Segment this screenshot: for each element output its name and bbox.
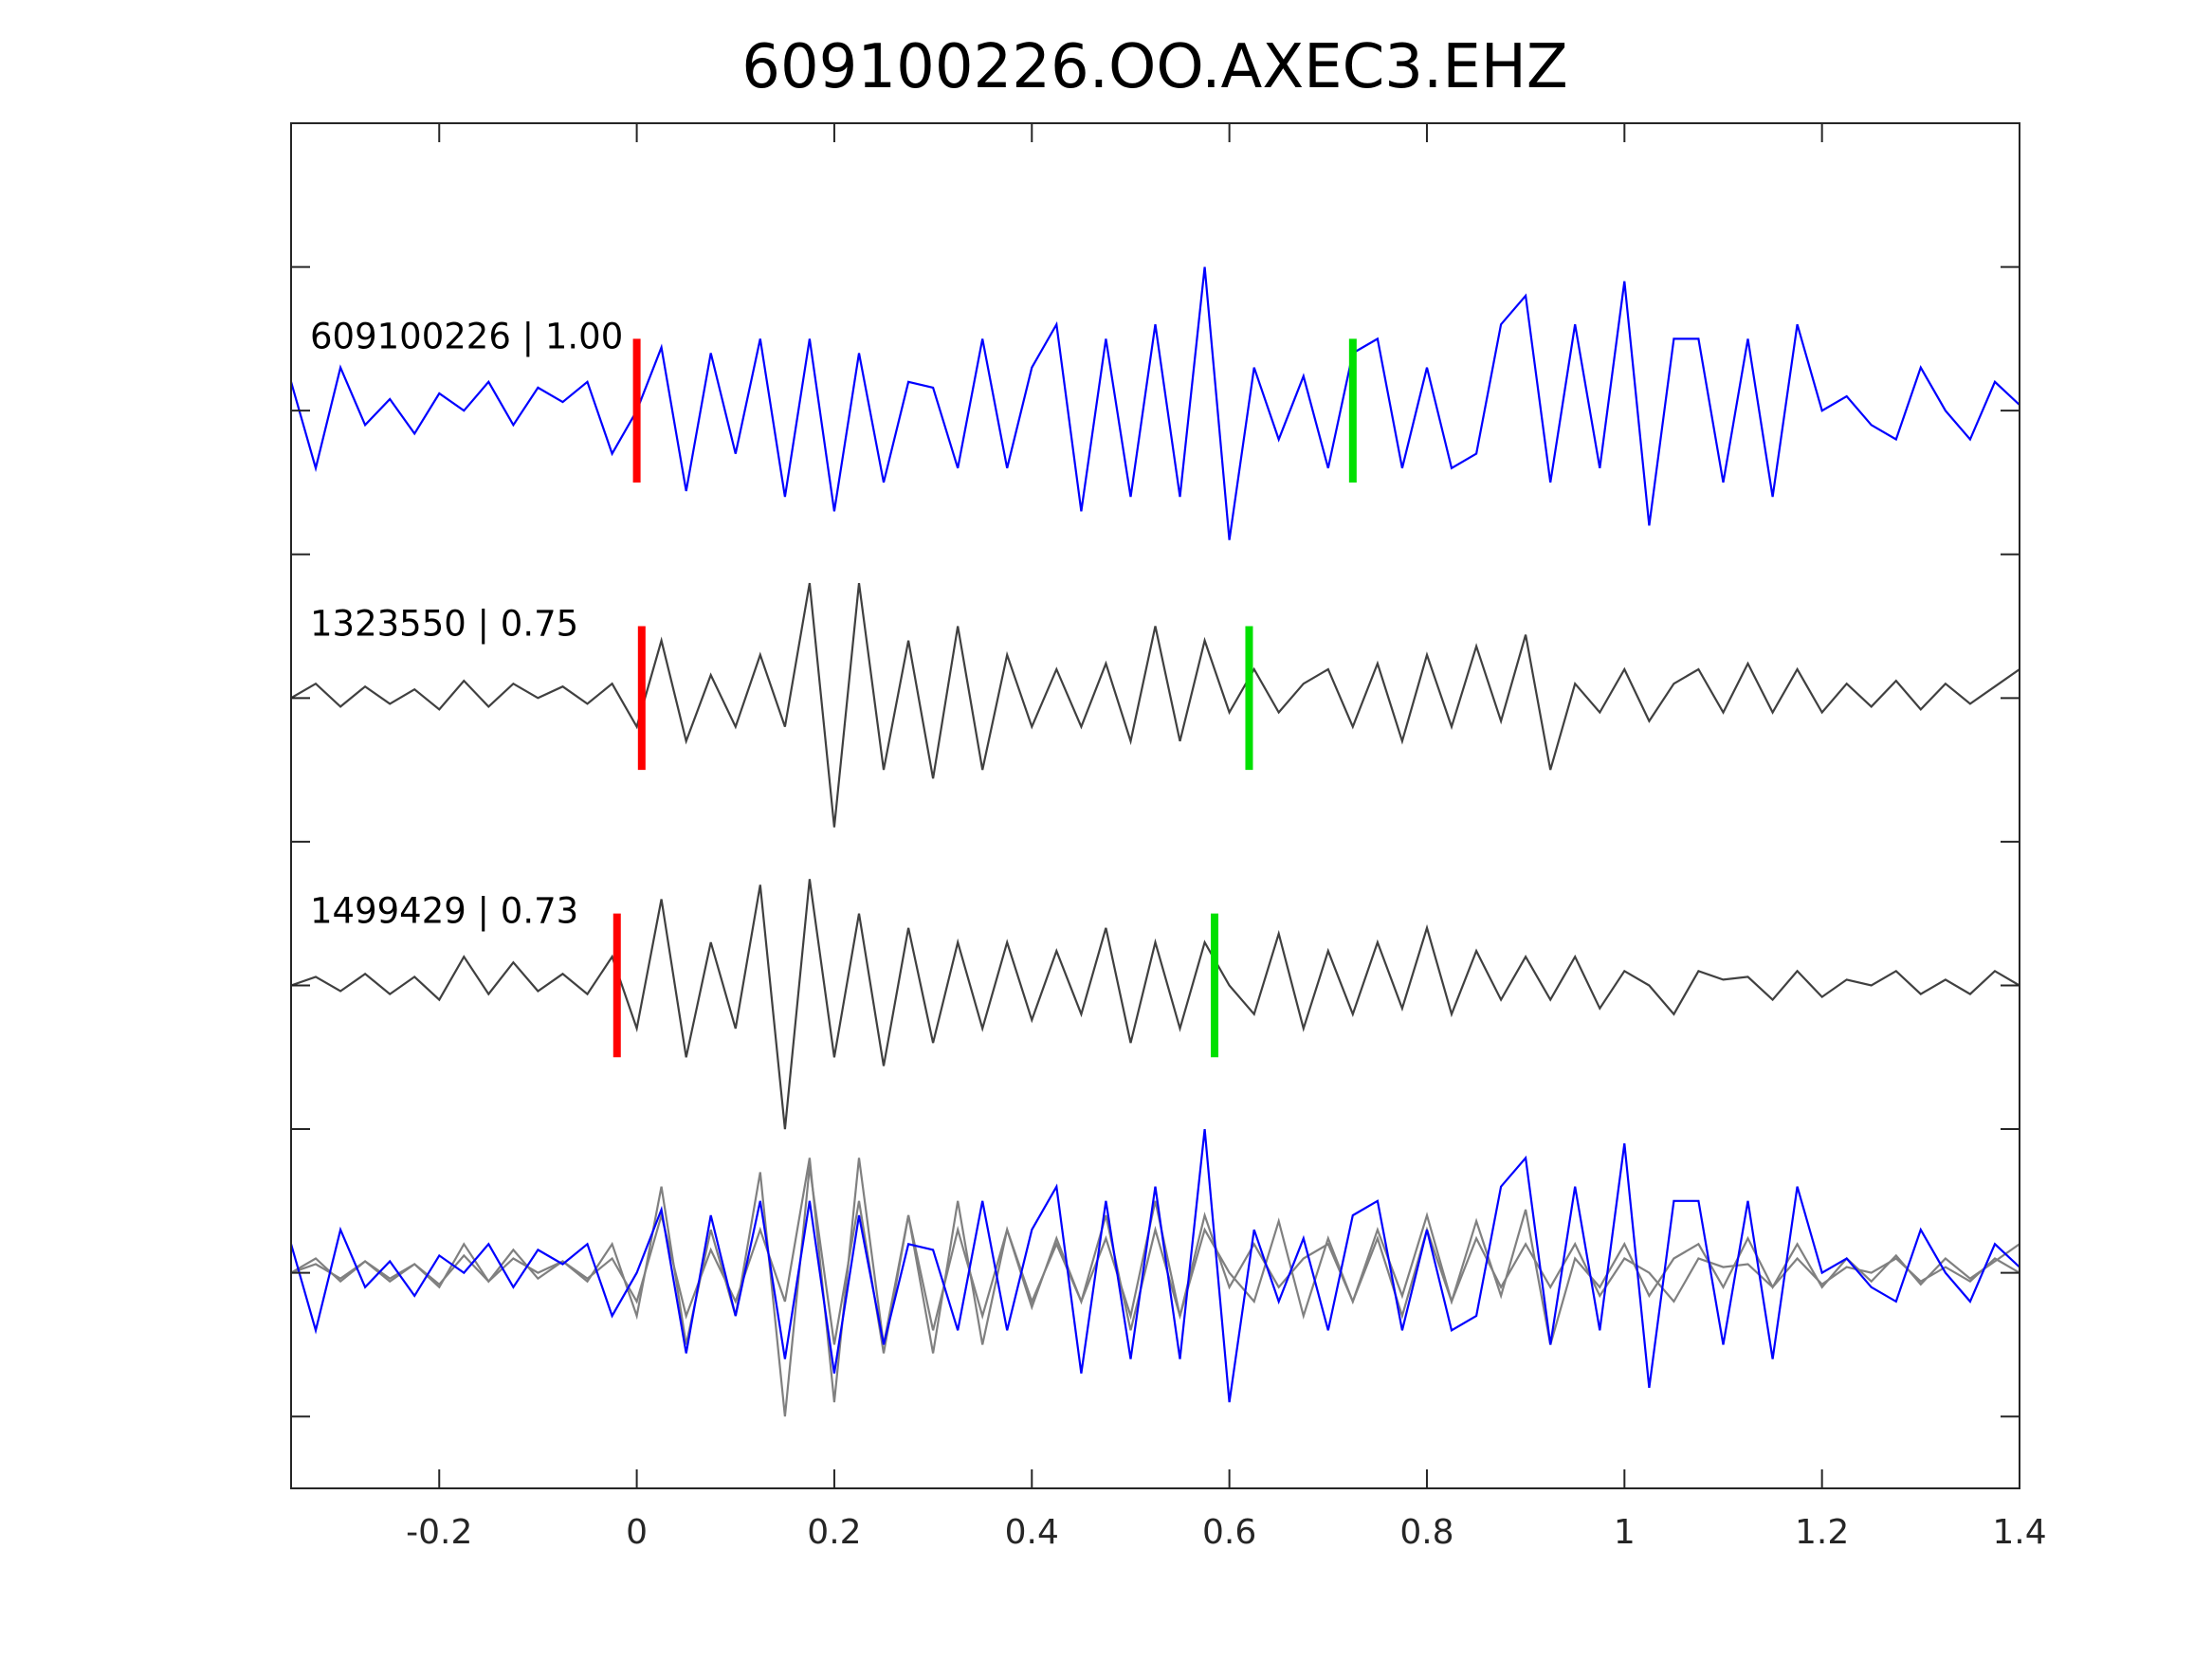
x-tick-label: 1 bbox=[1614, 1513, 1636, 1552]
overlay-trace-3 bbox=[291, 1166, 2020, 1417]
overlay-trace-2 bbox=[291, 1158, 2020, 1403]
traces-group: 609100226 | 1.00 1323550 | 0.75 1499429 | … bbox=[291, 266, 2020, 1417]
axes-box bbox=[290, 122, 2020, 1489]
chart-title: 609100226.OO.AXEC3.EHZ bbox=[741, 32, 1568, 102]
axes-group: -0.2 0 0.2 0.4 0.6 0.8 1 1.2 1.4 bbox=[290, 122, 2047, 1552]
x-tick-label: -0.2 bbox=[406, 1513, 472, 1552]
trace-1-line bbox=[291, 266, 2020, 540]
x-tick-label: 0.8 bbox=[1399, 1513, 1453, 1552]
x-tick-label: 1.4 bbox=[1992, 1513, 2046, 1552]
trace-label-1: 609100226 | 1.00 bbox=[310, 316, 623, 356]
trace-label-2: 1323550 | 0.75 bbox=[310, 604, 578, 645]
x-tick-label: 0.2 bbox=[807, 1513, 861, 1552]
trace-2-line bbox=[291, 582, 2020, 828]
x-tick-label: 0 bbox=[626, 1513, 648, 1552]
trace-3-line bbox=[291, 879, 2020, 1130]
x-tick-label: 0.6 bbox=[1202, 1513, 1256, 1552]
x-tick-label: 1.2 bbox=[1795, 1513, 1849, 1552]
overlay-trace-1 bbox=[291, 1128, 2020, 1403]
plot-area bbox=[291, 266, 2020, 1417]
x-tick-label: 0.4 bbox=[1005, 1513, 1059, 1552]
trace-label-3: 1499429 | 0.73 bbox=[310, 891, 578, 932]
